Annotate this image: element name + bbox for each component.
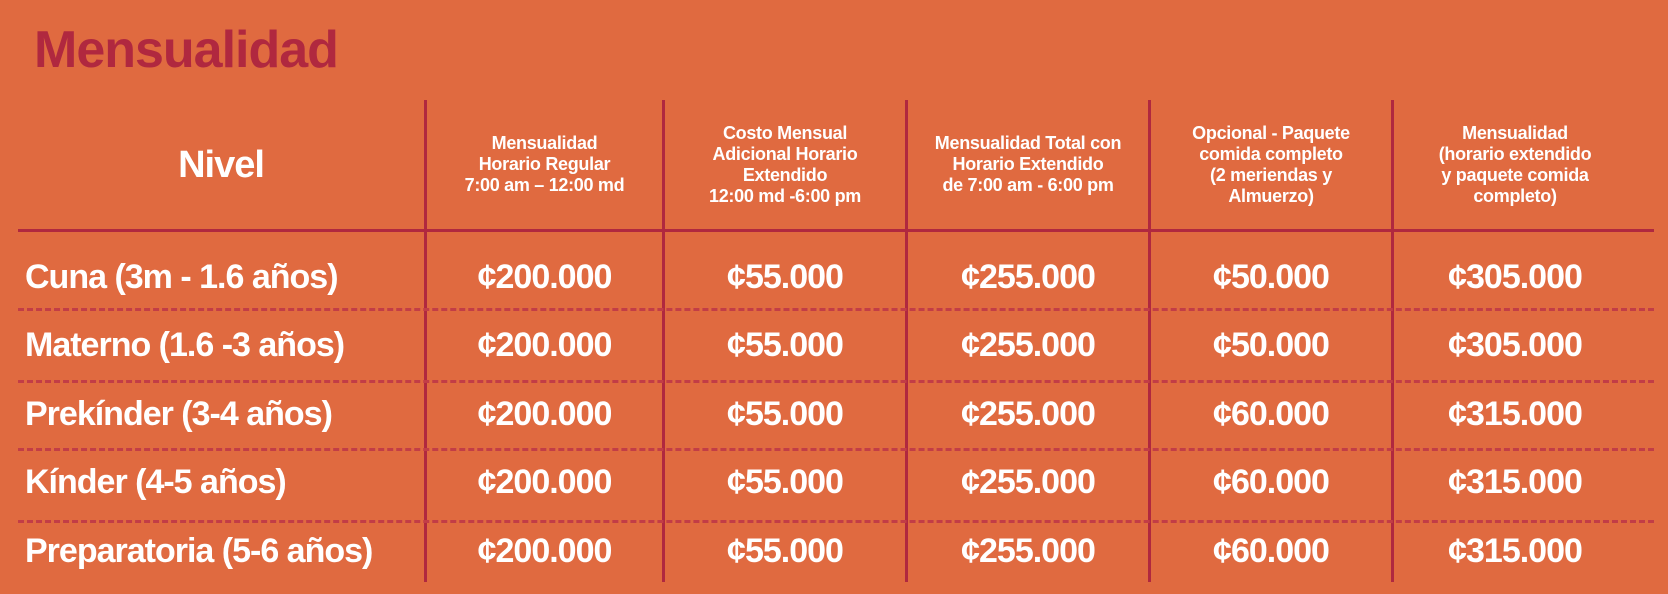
- row-divider: [18, 520, 1654, 523]
- row-level: Materno (1.6 -3 años): [25, 325, 345, 364]
- price-regular: ¢200.000: [477, 257, 613, 296]
- row-level: Cuna (3m - 1.6 años): [25, 257, 339, 296]
- price-extended: ¢55.000: [727, 462, 844, 501]
- row-divider: [18, 308, 1654, 311]
- column-divider: [424, 100, 427, 582]
- price-total-meals: ¢315.000: [1448, 462, 1583, 501]
- price-total-meals: ¢305.000: [1448, 325, 1583, 364]
- page-title: Mensualidad: [34, 21, 339, 79]
- row-divider: [18, 448, 1654, 451]
- header-nivel: Nivel: [178, 143, 265, 186]
- price-meals: ¢60.000: [1213, 531, 1330, 570]
- price-extended: ¢55.000: [727, 325, 844, 364]
- price-regular: ¢200.000: [477, 325, 613, 364]
- column-divider: [1148, 100, 1151, 582]
- header-divider: [18, 229, 1654, 232]
- price-meals: ¢50.000: [1213, 257, 1330, 296]
- price-meals: ¢60.000: [1213, 462, 1330, 501]
- column-divider: [905, 100, 908, 582]
- price-extended: ¢55.000: [727, 531, 844, 570]
- price-extended: ¢55.000: [727, 394, 844, 433]
- price-total: ¢255.000: [961, 325, 1096, 364]
- row-level: Prekínder (3-4 años): [25, 394, 333, 433]
- pricing-table: Nivel Mensualidad Horario Regular 7:00 a…: [18, 100, 1654, 582]
- price-total: ¢255.000: [961, 257, 1096, 296]
- price-total-meals: ¢315.000: [1448, 531, 1583, 570]
- price-extended: ¢55.000: [727, 257, 844, 296]
- header-total-extended: Mensualidad Total con Horario Extendido …: [934, 133, 1122, 195]
- row-divider: [18, 380, 1654, 383]
- column-divider: [1391, 100, 1394, 582]
- price-total: ¢255.000: [961, 394, 1096, 433]
- price-meals: ¢60.000: [1213, 394, 1330, 433]
- header-extended-cost: Costo Mensual Adicional Horario Extendid…: [709, 122, 861, 206]
- price-total-meals: ¢305.000: [1448, 257, 1583, 296]
- header-meal-package: Opcional - Paquete comida completo (2 me…: [1192, 122, 1350, 206]
- price-total-meals: ¢315.000: [1448, 394, 1583, 433]
- header-total-with-meals: Mensualidad (horario extendido y paquete…: [1438, 122, 1592, 206]
- row-level: Kínder (4-5 años): [25, 462, 287, 501]
- price-meals: ¢50.000: [1213, 325, 1330, 364]
- column-divider: [662, 100, 665, 582]
- price-regular: ¢200.000: [477, 462, 613, 501]
- header-regular: Mensualidad Horario Regular 7:00 am – 12…: [464, 133, 625, 195]
- price-total: ¢255.000: [961, 462, 1096, 501]
- row-level: Preparatoria (5-6 años): [25, 531, 373, 570]
- price-total: ¢255.000: [961, 531, 1096, 570]
- price-regular: ¢200.000: [477, 394, 613, 433]
- price-regular: ¢200.000: [477, 531, 613, 570]
